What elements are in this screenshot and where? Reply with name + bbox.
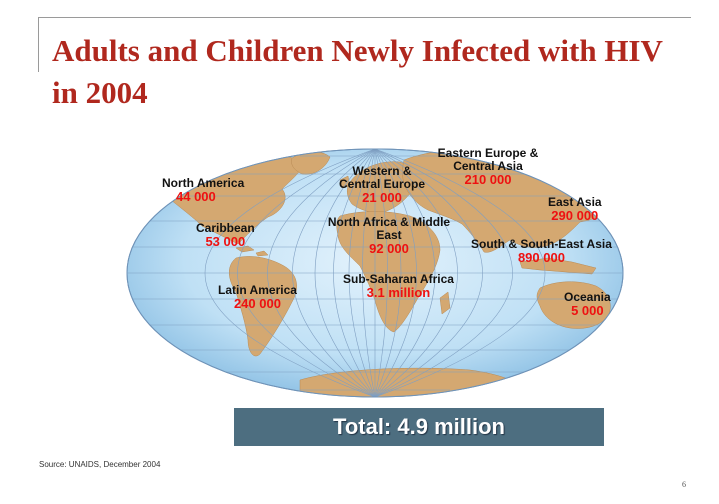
region-value: 290 000: [551, 208, 599, 223]
region-value: 21 000: [362, 190, 402, 205]
meridian-line: [314, 149, 376, 397]
region-value: 53 000: [205, 234, 246, 249]
region-name: Oceania: [564, 290, 611, 304]
total-banner: Total: 4.9 million: [234, 408, 604, 446]
slide-title: Adults and Children Newly Infected with …: [52, 33, 663, 110]
label-caribbean: Caribbean 53 000: [196, 221, 255, 249]
new-zealand-land: [607, 327, 619, 347]
region-value: 890 000: [517, 250, 565, 265]
label-north-africa-middle-east: North Africa & Middle East 92 000: [314, 215, 464, 256]
south-america-land: [229, 256, 297, 357]
source-note: Source: UNAIDS, December 2004: [39, 460, 161, 469]
meridian-line: [374, 149, 513, 397]
region-name: Sub-Saharan Africa: [343, 272, 454, 286]
region-name: Caribbean: [196, 221, 255, 235]
label-latin-america: Latin America 240 000: [218, 283, 297, 311]
australia-land: [536, 281, 611, 329]
label-east-asia: East Asia 290 000: [548, 195, 602, 223]
graticule: [127, 149, 623, 397]
meridian-line: [374, 149, 483, 397]
region-value: 92 000: [369, 241, 409, 256]
madagascar-land: [439, 291, 451, 315]
uk-land: [339, 175, 351, 189]
region-value: 5 000: [571, 303, 604, 318]
meridian-line: [267, 149, 376, 397]
label-oceania: Oceania 5 000: [564, 290, 611, 318]
meridian-line: [204, 149, 376, 397]
region-name: Western & Central Europe: [338, 164, 425, 191]
label-north-america: North America 44 000: [162, 176, 245, 204]
label-sub-saharan-africa: Sub-Saharan Africa 3.1 million: [343, 272, 454, 300]
meridian-line: [333, 149, 376, 397]
meridian-line: [237, 149, 376, 397]
label-western-central-europe: Western & Central Europe 21 000: [334, 164, 430, 205]
region-name: Eastern Europe & Central Asia: [437, 146, 539, 173]
label-eastern-europe-central-asia: Eastern Europe & Central Asia 210 000: [432, 146, 544, 187]
region-value: 44 000: [176, 189, 216, 204]
page-number: 6: [682, 480, 686, 489]
region-name: North Africa & Middle East: [327, 215, 451, 242]
frame-top-line: [38, 17, 691, 18]
frame-left-line: [38, 17, 39, 72]
region-value: 3.1 million: [366, 285, 431, 300]
region-name: East Asia: [548, 195, 602, 209]
meridian-line: [374, 149, 546, 397]
meridian-line: [362, 149, 376, 397]
region-value: 240 000: [233, 296, 281, 311]
region-name: Latin America: [218, 283, 297, 297]
region-name: South & South-East Asia: [471, 237, 612, 251]
meridian-line: [374, 149, 417, 397]
indonesia-land: [519, 257, 597, 275]
meridian-line: [374, 149, 436, 397]
meridian-line: [374, 149, 388, 397]
meridian-line: [374, 149, 458, 397]
region-value: 210 000: [464, 172, 512, 187]
region-name: North America: [162, 176, 245, 190]
meridian-line: [374, 149, 402, 397]
globe-outline: [126, 148, 624, 398]
meridian-line: [292, 149, 376, 397]
meridian-line: [348, 149, 376, 397]
label-south-south-east-asia: South & South-East Asia 890 000: [471, 237, 612, 265]
